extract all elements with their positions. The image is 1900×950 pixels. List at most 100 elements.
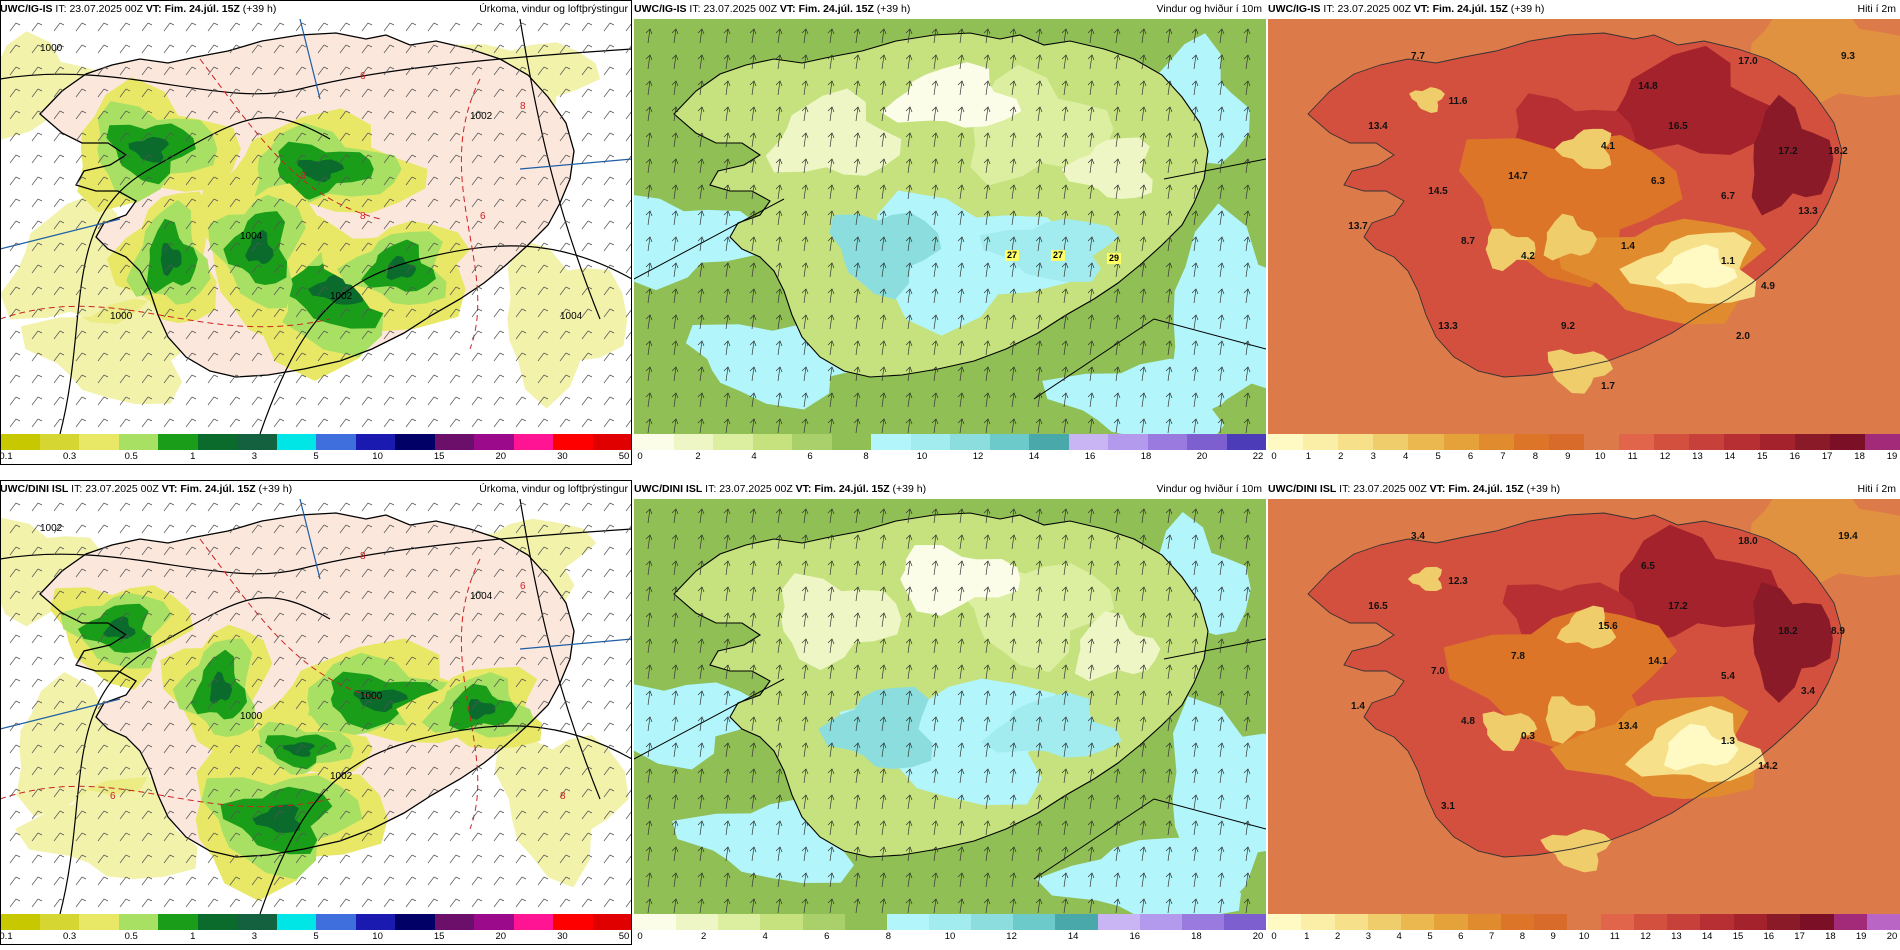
wind-arrow	[907, 898, 911, 914]
colorbar-tick: 3	[1370, 451, 1376, 462]
wind-barb-flag	[521, 678, 527, 682]
wind-barb	[273, 198, 281, 208]
wind-arrow	[647, 184, 651, 200]
map-view[interactable]: 1002 1004 1000 1002 6 8 6 8 1000	[0, 499, 632, 914]
wind-barb	[427, 766, 435, 776]
temperature-region	[1409, 87, 1445, 113]
wind-arrow-head	[931, 560, 939, 567]
wind-barb	[515, 678, 523, 688]
wind-arrow-head	[827, 80, 835, 87]
wind-arrow-head	[1243, 340, 1251, 347]
wind-arrow	[881, 314, 885, 330]
wind-barb	[515, 154, 523, 164]
wind-barb	[493, 524, 501, 534]
wind-barb	[471, 898, 479, 908]
wind-barb-flag	[147, 656, 153, 660]
wind-arrow	[1115, 638, 1119, 654]
wind-arrow-head	[931, 158, 939, 165]
wind-arrow-head	[1243, 560, 1251, 567]
wind-barb	[471, 176, 479, 186]
wind-arrow-head	[931, 340, 939, 347]
wind-barb-flag	[499, 546, 505, 550]
wind-barb-flag	[125, 766, 131, 770]
wind-barb	[207, 330, 215, 340]
wind-barb	[559, 832, 567, 842]
wind-arrow-head	[1165, 288, 1173, 295]
wind-arrow-head	[1191, 366, 1199, 373]
init-time: 23.07.2025 00Z	[69, 3, 143, 15]
wind-arrow	[803, 106, 807, 122]
wind-arrow-head	[1087, 54, 1095, 61]
wind-barb	[119, 264, 127, 274]
wind-arrow	[1037, 392, 1041, 408]
wind-barb-flag	[103, 374, 109, 378]
wind-barb	[493, 154, 501, 164]
wind-barb	[493, 766, 501, 776]
wind-barb-flag	[367, 264, 373, 268]
wind-barb	[449, 634, 457, 644]
wind-barb	[515, 88, 523, 98]
wind-barb-flag	[169, 678, 175, 682]
wind-barb	[581, 66, 589, 76]
wind-barb	[229, 44, 237, 54]
wind-barb-flag	[169, 374, 175, 378]
wind-arrow	[1193, 534, 1197, 550]
wind-arrow-head	[645, 560, 653, 567]
wind-arrow-head	[671, 820, 679, 827]
wind-barb	[185, 352, 193, 362]
map-view[interactable]: 3.4 19.4 18.0 6.5 12.3 16.5 17.2 15.6 18.2 8.9 7.8…	[1268, 499, 1900, 914]
wind-arrow-head	[879, 534, 887, 541]
wind-barb-flag	[169, 132, 175, 136]
wind-barb-flag	[367, 220, 373, 224]
wind-barb	[405, 854, 413, 864]
wind-arrow	[647, 716, 651, 732]
wind-arrow-head	[1009, 534, 1017, 541]
colorbar-swatch	[1689, 434, 1725, 450]
wind-arrow-head	[697, 262, 705, 269]
wind-barb	[361, 546, 369, 556]
wind-arrow	[907, 28, 911, 44]
wind-arrow	[647, 560, 651, 576]
wind-arrow	[933, 768, 937, 784]
graticule	[634, 678, 785, 760]
wind-arrow	[1011, 80, 1015, 96]
colorbar-tick: 16	[1129, 931, 1141, 942]
wind-barb	[31, 110, 39, 120]
wind-arrow-head	[775, 236, 783, 243]
contour-label: 8	[360, 211, 366, 222]
wind-arrow-head	[983, 288, 991, 295]
wind-barb-flag	[279, 590, 285, 594]
wind-barb-flag	[257, 176, 263, 180]
wind-barb-flag	[169, 22, 175, 26]
wind-arrow	[1011, 418, 1015, 434]
wind-barb-flag	[609, 308, 615, 312]
wind-barb-flag	[125, 352, 131, 356]
wind-arrow	[803, 586, 807, 602]
wind-arrow-head	[671, 106, 679, 113]
wind-arrow-head	[957, 236, 965, 243]
wind-barb-flag	[477, 286, 483, 290]
wind-barb	[207, 110, 215, 120]
wind-barb	[361, 352, 369, 362]
wind-barb-flag	[37, 44, 43, 48]
wind-barb-flag	[389, 22, 395, 26]
wind-barb-flag	[103, 308, 109, 312]
wind-barb	[383, 876, 391, 886]
wind-barb-flag	[411, 330, 417, 334]
wind-barb	[141, 854, 149, 864]
wind-arrow-head	[749, 794, 757, 801]
wind-barb-flag	[587, 286, 593, 290]
map-view[interactable]: 7.7 9.3 17.0 14.8 11.6 13.4 16.5 4.1 17.2 18.2 14.…	[1268, 19, 1900, 434]
wind-arrow	[699, 28, 703, 44]
wind-barb-flag	[279, 308, 285, 312]
wind-arrow-head	[1217, 612, 1225, 619]
wind-arrow-head	[1139, 28, 1147, 35]
wind-arrow	[803, 638, 807, 654]
panel-header: UWC/DINI ISL IT: 23.07.2025 00Z VT: Fim.…	[634, 480, 1266, 498]
map-view[interactable]	[634, 499, 1266, 914]
map-view[interactable]: 1000 1002 1004 1002 1000 1004 8 6 8 6 8	[0, 19, 632, 434]
map-view[interactable]: 27 27 29	[634, 19, 1266, 434]
wind-arrow-head	[957, 560, 965, 567]
wind-arrow-head	[1087, 132, 1095, 139]
wind-arrow-head	[775, 132, 783, 139]
